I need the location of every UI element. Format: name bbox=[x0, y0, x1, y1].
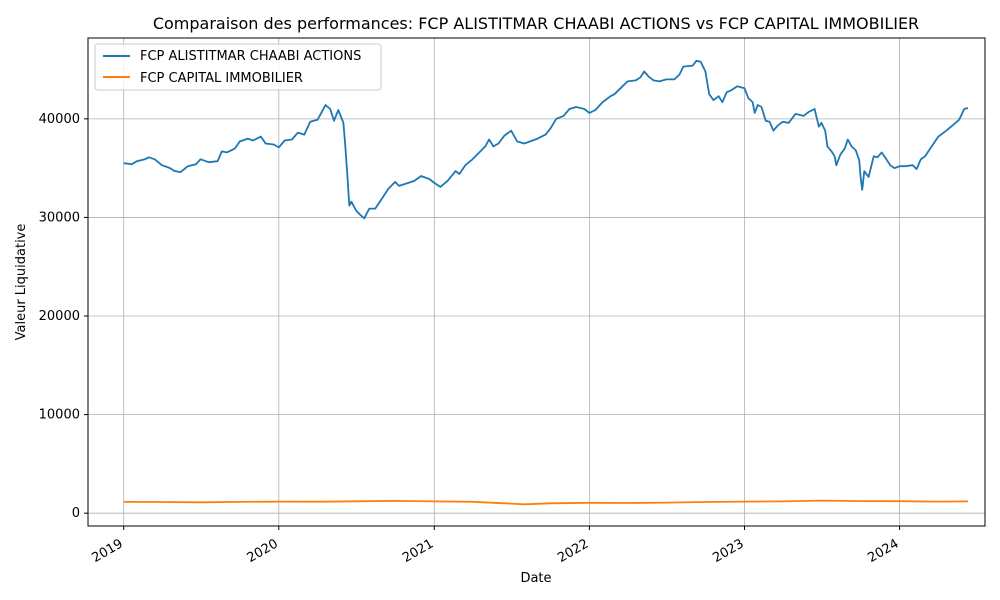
x-axis-label: Date bbox=[520, 571, 551, 586]
x-tick-label: 2023 bbox=[710, 536, 746, 566]
legend-label-series-2: FCP CAPITAL IMMOBILIER bbox=[140, 71, 303, 86]
x-tick-label: 2021 bbox=[400, 536, 436, 566]
y-axis: 0 10000 20000 30000 40000 bbox=[39, 112, 88, 521]
grid bbox=[88, 38, 985, 526]
x-tick-label: 2019 bbox=[90, 536, 126, 566]
y-axis-label: Valeur Liquidative bbox=[14, 224, 29, 341]
series-layer bbox=[123, 59, 969, 506]
y-tick-label: 30000 bbox=[39, 210, 80, 225]
series-line-1 bbox=[123, 59, 969, 220]
y-tick-label: 20000 bbox=[39, 309, 80, 324]
chart-title: Comparaison des performances: FCP ALISTI… bbox=[153, 14, 919, 33]
x-tick-label: 2020 bbox=[245, 536, 281, 566]
legend: FCP ALISTITMAR CHAABI ACTIONS FCP CAPITA… bbox=[94, 43, 382, 91]
x-tick-label: 2024 bbox=[865, 536, 901, 566]
x-tick-label: 2022 bbox=[555, 536, 591, 566]
y-tick-label: 10000 bbox=[39, 408, 80, 423]
legend-box bbox=[94, 43, 382, 91]
y-tick-label: 40000 bbox=[39, 112, 80, 127]
plot-frame bbox=[87, 37, 986, 527]
x-axis: 2019 2020 2021 2022 2023 2024 bbox=[90, 526, 902, 566]
y-tick-label: 0 bbox=[72, 506, 80, 521]
series-line-2 bbox=[123, 499, 969, 506]
legend-label-series-1: FCP ALISTITMAR CHAABI ACTIONS bbox=[140, 49, 361, 64]
